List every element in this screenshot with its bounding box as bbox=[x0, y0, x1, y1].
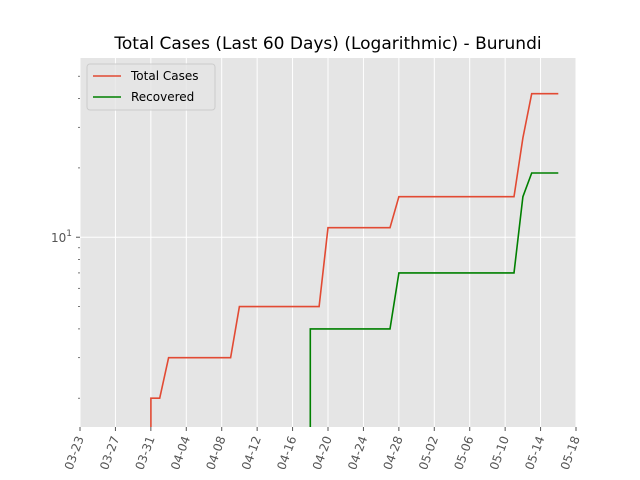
series-lines bbox=[150, 92, 559, 427]
legend: Total Cases Recovered bbox=[86, 63, 216, 111]
gridlines bbox=[79, 58, 577, 427]
y-tick-label-exponent: 1 bbox=[66, 229, 72, 239]
series-line-total-cases bbox=[150, 92, 559, 427]
chart-title: Total Cases (Last 60 Days) (Logarithmic)… bbox=[113, 34, 541, 54]
legend-label: Total Cases bbox=[130, 69, 198, 83]
y-tick-label: 101 bbox=[51, 229, 72, 245]
series-line-recovered bbox=[309, 172, 559, 427]
y-tick-label-base: 10 bbox=[51, 231, 66, 245]
legend-label: Recovered bbox=[131, 90, 194, 104]
